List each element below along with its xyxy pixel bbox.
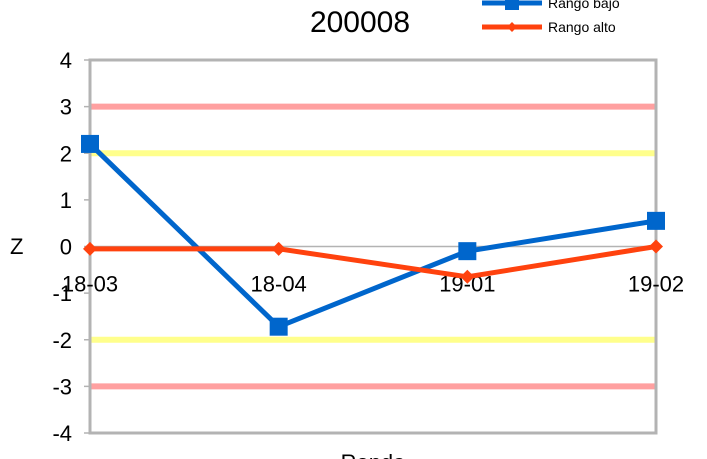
y-tick-label: -3 <box>52 374 72 399</box>
legend-label: Rango alto <box>548 19 616 35</box>
y-tick-label: 3 <box>60 95 72 120</box>
reference-lines <box>90 103 656 390</box>
legend-label: Rango bajo <box>548 0 620 11</box>
x-tick-label: 19-02 <box>628 272 684 297</box>
data-point <box>649 239 663 254</box>
legend-swatch-marker <box>507 22 517 32</box>
data-point <box>81 134 99 153</box>
legend-swatch-marker <box>505 0 519 10</box>
legend: Rango bajo Rango alto <box>482 0 620 35</box>
y-tick-label: -1 <box>52 281 72 306</box>
data-point <box>647 211 665 230</box>
data-point <box>83 241 97 256</box>
data-point <box>458 242 477 261</box>
y-tick-label: -4 <box>52 421 72 446</box>
y-axis-ticks: 4 3 2 1 0 -1 -2 -3 -4 <box>52 48 90 446</box>
data-point <box>269 317 288 336</box>
x-tick-label: 18-03 <box>62 272 118 297</box>
series-line <box>90 244 657 280</box>
data-point <box>271 241 286 256</box>
series-group <box>81 134 665 336</box>
data-point <box>460 269 475 284</box>
y-axis-label: Z <box>10 234 23 259</box>
x-axis-label: Ronda <box>341 450 407 459</box>
y-tick-label: -2 <box>52 328 72 353</box>
y-tick-label: 2 <box>60 141 72 166</box>
series-line <box>88 142 657 330</box>
y-tick-label: 1 <box>60 188 72 213</box>
y-tick-label: 0 <box>60 235 72 260</box>
y-tick-label: 4 <box>60 48 72 73</box>
x-tick-label: 18-04 <box>251 272 307 297</box>
chart-title: 200008 <box>310 6 410 39</box>
